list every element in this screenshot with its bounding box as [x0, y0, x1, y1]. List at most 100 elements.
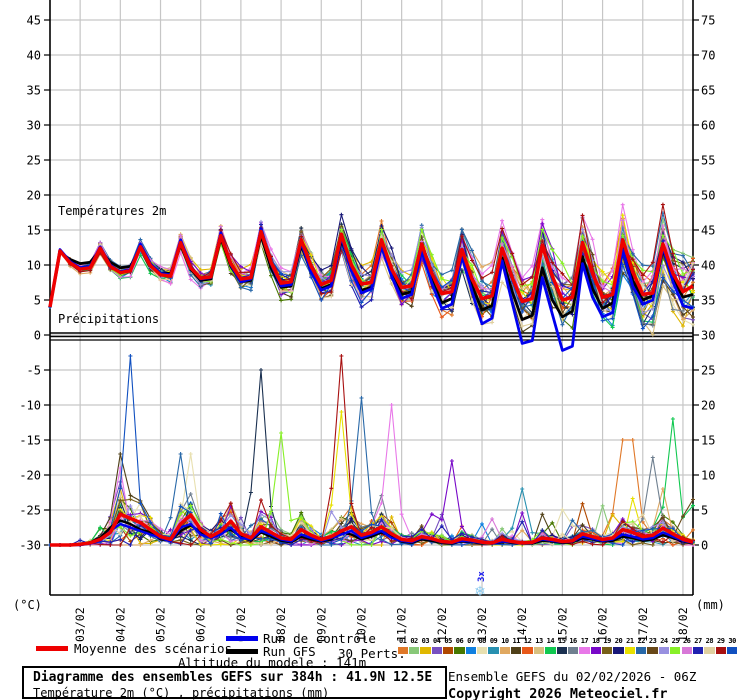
left-axis-unit-label: (°C)	[13, 598, 42, 612]
pert-number: 09	[489, 637, 498, 645]
pert-swatch: 25	[670, 637, 681, 654]
pert-number: 15	[557, 637, 566, 645]
pert-color-box	[704, 647, 715, 654]
pert-number: 04	[433, 637, 441, 645]
date-label: 13/02	[475, 607, 489, 642]
pert-swatch-strip: 01 02 03 04 05 06 07 08 09 10 11 12 13 14 15 16 17 18 19 20…	[397, 637, 738, 654]
left-tick-label: 10	[27, 259, 41, 273]
pert-color-box	[499, 647, 511, 654]
pert-swatch: 13	[533, 637, 545, 654]
gfs-legend-label: Run GFS	[263, 644, 316, 659]
left-tick-label: 35	[27, 84, 41, 98]
pert-swatch: 23	[647, 637, 658, 654]
pert-number: 19	[603, 637, 611, 645]
pert-color-box	[658, 647, 670, 654]
pert-number: 14	[546, 637, 555, 645]
left-tick-label: 40	[27, 49, 41, 63]
right-tick-label: 20	[701, 399, 715, 413]
pert-swatch: 11	[511, 637, 522, 654]
right-tick-label: 40	[701, 259, 715, 273]
date-label: 14/02	[515, 607, 529, 642]
ensemble-chart-canvas: 454035302520151050-5-10-15-20-25-3075706…	[19, 0, 715, 642]
pert-swatch: 08	[477, 637, 488, 654]
pert-color-box	[681, 647, 692, 654]
pert-swatch: 07	[465, 637, 476, 654]
pert-color-box	[590, 647, 601, 654]
precip-panel-title: Précipitations	[58, 312, 160, 326]
pert-swatch: 30	[726, 637, 738, 654]
pert-number: 29	[717, 637, 725, 645]
right-tick-label: 70	[701, 49, 715, 63]
control-line-sample	[226, 636, 258, 641]
mean-temp-line	[48, 229, 694, 308]
right-tick-label: 10	[701, 469, 715, 483]
left-tick-label: 0	[34, 329, 41, 343]
pert-number: 26	[682, 637, 691, 645]
pert-number: 20	[614, 637, 623, 645]
date-label: 12/02	[435, 607, 449, 642]
pert-swatch: 22	[636, 637, 647, 654]
member-precip-line	[48, 354, 695, 547]
snow-count-label: 3x	[477, 571, 487, 582]
right-tick-label: 60	[701, 119, 715, 133]
pert-swatch: 16	[567, 637, 579, 654]
right-axis-unit-label: (mm)	[696, 598, 725, 612]
pert-color-box	[442, 647, 454, 654]
pert-number: 18	[592, 637, 600, 645]
perts-count-label: 30 Perts.	[338, 646, 406, 661]
left-tick-label: -30	[19, 539, 41, 553]
pert-swatch: 02	[408, 637, 420, 654]
right-tick-label: 30	[701, 329, 715, 343]
right-tick-label: 25	[701, 364, 715, 378]
pert-number: 22	[637, 637, 646, 645]
left-tick-label: 15	[27, 224, 41, 238]
pert-color-box	[556, 647, 567, 654]
pert-swatch: 15	[556, 637, 567, 654]
date-label: 08/02	[274, 607, 288, 642]
pert-swatch: 29	[715, 637, 726, 654]
gfs-line-sample	[226, 649, 258, 654]
right-tick-label: 35	[701, 294, 715, 308]
right-tick-label: 15	[701, 434, 715, 448]
pert-number: 30	[728, 637, 736, 645]
pert-number: 02	[410, 637, 418, 645]
pert-number: 28	[705, 637, 714, 645]
pert-swatch: 17	[579, 637, 590, 654]
pert-number: 03	[421, 637, 430, 645]
pert-color-box	[488, 647, 499, 654]
pert-swatch: 05	[442, 637, 454, 654]
chart-info-box: Diagramme des ensembles GEFS sur 384h : …	[22, 666, 447, 700]
pert-color-box	[408, 647, 420, 654]
pert-number: 13	[535, 637, 543, 645]
left-tick-label: 5	[34, 294, 41, 308]
pert-swatch: 19	[601, 637, 613, 654]
pert-color-box	[567, 647, 579, 654]
pert-number: 24	[660, 637, 668, 645]
pert-swatch: 12	[522, 637, 533, 654]
pert-color-box	[670, 647, 681, 654]
right-tick-label: 75	[701, 14, 715, 28]
pert-number: 01	[398, 637, 407, 645]
temp-panel-title: Températures 2m	[58, 204, 167, 218]
date-label: 09/02	[314, 607, 328, 642]
pert-color-box	[454, 647, 465, 654]
date-label: 18/02	[676, 607, 690, 642]
pert-swatch: 20	[613, 637, 624, 654]
pert-color-box	[477, 647, 488, 654]
pert-number: 07	[467, 637, 475, 645]
pert-swatch: 28	[704, 637, 715, 654]
pert-color-box	[647, 647, 658, 654]
date-label: 10/02	[354, 607, 368, 642]
pert-number: 06	[455, 637, 464, 645]
pert-swatch: 03	[420, 637, 431, 654]
right-tick-label: 5	[701, 504, 708, 518]
date-label: 15/02	[555, 607, 569, 642]
left-tick-label: -10	[19, 399, 41, 413]
date-label: 07/02	[234, 607, 248, 642]
pert-swatch: 24	[658, 637, 670, 654]
control-legend-label: Run de contrôle	[263, 631, 376, 646]
pert-number: 17	[580, 637, 589, 645]
pert-number: 11	[512, 637, 521, 645]
pert-number: 21	[626, 637, 634, 645]
pert-color-box	[431, 647, 442, 654]
